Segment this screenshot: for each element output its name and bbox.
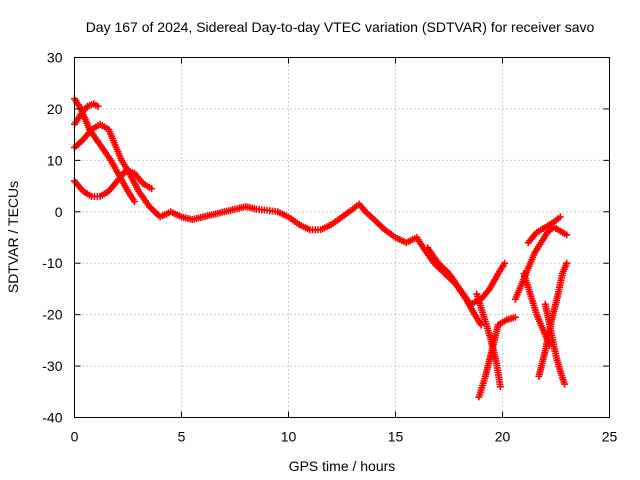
data-point xyxy=(130,198,138,205)
y-tick-label: -10 xyxy=(42,255,62,271)
series-late-track-a xyxy=(424,244,509,308)
plot-frame xyxy=(74,57,610,418)
series-late-track-d xyxy=(511,223,571,303)
x-tick-label: 15 xyxy=(388,429,404,445)
x-tick-label: 25 xyxy=(602,429,618,445)
y-tick-label: -20 xyxy=(42,307,62,323)
series-start-track-c xyxy=(71,120,132,175)
data-point xyxy=(148,185,156,193)
y-tick-label: -40 xyxy=(42,410,62,426)
series-late-track-b xyxy=(473,290,504,391)
data-point xyxy=(563,231,571,239)
data-point xyxy=(501,259,509,267)
axes: 0 5 10 15 20 25 30 20 10 0 -10 -20 -30 -40 xyxy=(42,50,617,445)
x-axis-label: GPS time / hours xyxy=(289,458,396,474)
chart-title: Day 167 of 2024, Sidereal Day-to-day VTE… xyxy=(86,19,595,35)
y-tick-label: 0 xyxy=(55,204,63,220)
series-late-track-f xyxy=(535,259,571,380)
y-tick-label: 10 xyxy=(47,152,63,168)
data-point xyxy=(563,259,571,267)
y-tick-label: -30 xyxy=(42,358,62,374)
data-point xyxy=(556,213,564,221)
x-tick-label: 10 xyxy=(281,429,297,445)
series-late-track-c xyxy=(475,313,519,401)
data-point xyxy=(561,380,569,388)
y-tick-label: 30 xyxy=(47,50,63,66)
y-tick-label: 20 xyxy=(47,101,63,117)
series-late-track-g xyxy=(541,300,569,388)
x-tick-label: 0 xyxy=(71,429,79,445)
series-main-track xyxy=(124,167,485,329)
series-start-track-d xyxy=(71,167,156,200)
data-point xyxy=(511,313,519,321)
x-tick-label: 5 xyxy=(178,429,186,445)
data-point xyxy=(477,321,485,329)
data-point xyxy=(94,102,102,110)
data-point xyxy=(496,383,504,391)
series-late-track-h xyxy=(524,213,564,247)
y-axis-label: SDTVAR / TECUs xyxy=(5,181,21,293)
data-layer xyxy=(71,95,571,401)
x-tick-label: 20 xyxy=(495,429,511,445)
